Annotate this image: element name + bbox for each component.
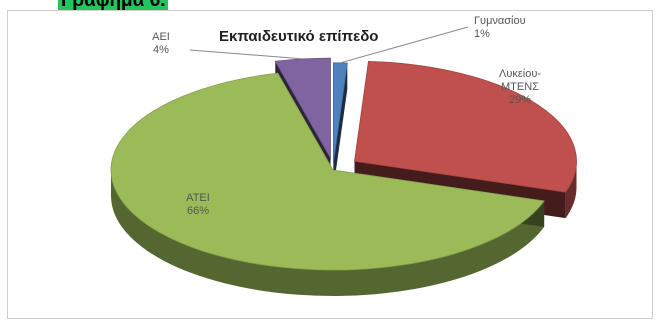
leader-line-0 (340, 26, 469, 64)
pie-slice-1 (354, 61, 577, 193)
slice-label-1: Λυκείου-ΜΤΕΝΣ 29% (499, 68, 541, 106)
pie-cut-0-1 (333, 63, 348, 189)
slice-label-0: Γυμνασίου 1% (474, 15, 526, 40)
pie-side-1 (565, 161, 577, 219)
pie-slice-3 (274, 57, 331, 160)
pie-slice-0 (332, 62, 348, 163)
chart-title: Εκπαιδευτικό επίπεδο (219, 28, 378, 45)
slice-label-2: ΑΤΕΙ 66% (186, 192, 210, 217)
pie-side-2 (111, 170, 545, 296)
pie-slice-2 (110, 72, 545, 271)
top-strip (0, 0, 661, 8)
slice-label-3: ΑΕΙ 4% (152, 31, 170, 56)
figure-caption: Γράφημα 6. (58, 0, 169, 11)
leader-line-3 (189, 49, 303, 60)
